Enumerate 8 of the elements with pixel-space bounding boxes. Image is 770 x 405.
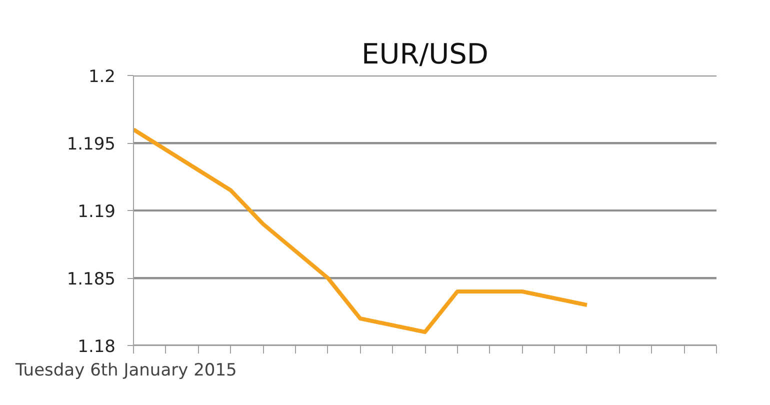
- y-tick-label: 1.195: [66, 134, 116, 154]
- line-series: [134, 128, 589, 334]
- y-tick-label: 1.18: [78, 337, 116, 357]
- y-tick-label: 1.185: [66, 270, 116, 290]
- chart-title: EUR/USD: [362, 38, 488, 70]
- y-tick-label: 1.19: [78, 202, 116, 222]
- y-tick-label: 1.2: [88, 67, 116, 87]
- x-axis-title: Tuesday 6th January 2015: [14, 360, 237, 380]
